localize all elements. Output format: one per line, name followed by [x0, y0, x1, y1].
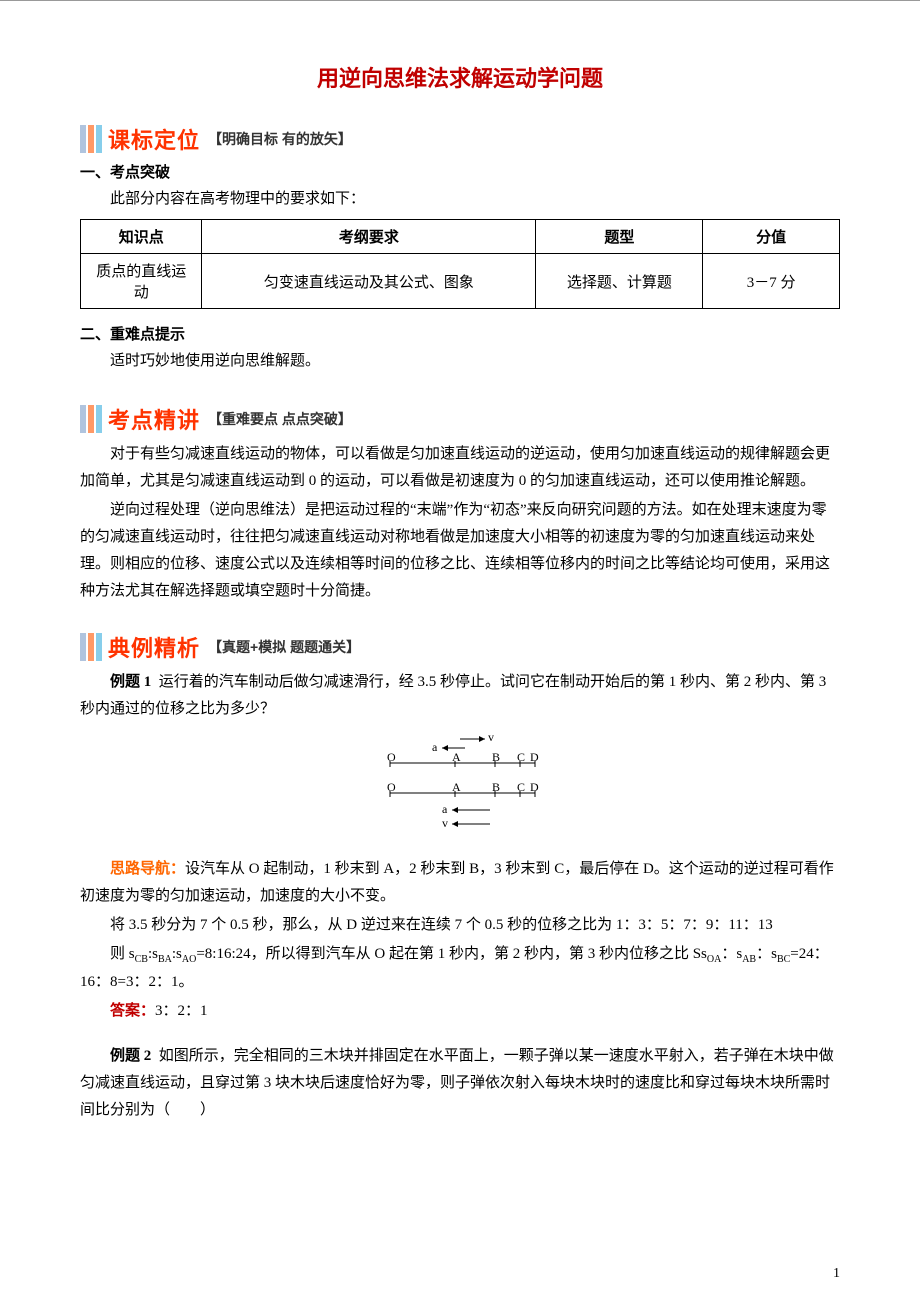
banner-bars-icon — [80, 633, 102, 661]
banner-bars-icon — [80, 125, 102, 153]
svg-text:v: v — [442, 816, 448, 830]
ex1-answer-label: 答案： — [110, 1003, 155, 1019]
diag-a-label: a — [432, 740, 438, 754]
page-title: 用逆向思维法求解运动学问题 — [80, 61, 840, 93]
ex1-p3-body: =8:16:24，所以得到汽车从 O 起在第 1 秒内，第 2 秒内，第 3 秒… — [196, 946, 707, 962]
banner-bars-icon — [80, 405, 102, 433]
banner-orientation-title: 课标定位 — [108, 123, 200, 155]
th-score: 分值 — [703, 220, 840, 254]
ex2-stem-text: 如图所示，完全相同的三木块并排固定在水平面上，一颗子弹以某一速度水平射入，若子弹… — [80, 1048, 834, 1118]
banner-examples-sub: 【真题+模拟 题题通关】 — [208, 637, 360, 657]
banner-orientation: 课标定位 【明确目标 有的放矢】 — [80, 123, 840, 155]
ex1-stem-text: 运行着的汽车制动后做匀减速滑行，经 3.5 秒停止。试问它在制动开始后的第 1 … — [80, 674, 826, 717]
th-req: 考纲要求 — [202, 220, 536, 254]
td-knowledge: 质点的直线运动 — [81, 254, 202, 309]
svg-text:O: O — [387, 780, 396, 794]
ex2-stem: 例题 2 如图所示，完全相同的三木块并排固定在水平面上，一颗子弹以某一速度水平射… — [80, 1043, 840, 1124]
ex1-hint-p3: 则 sCB:sBA:sAO=8:16:24，所以得到汽车从 O 起在第 1 秒内… — [80, 941, 840, 996]
ex1-stem: 例题 1 运行着的汽车制动后做匀减速滑行，经 3.5 秒停止。试问它在制动开始后… — [80, 669, 840, 723]
td-req: 匀变速直线运动及其公式、图象 — [202, 254, 536, 309]
ex1-p3-prefix: 则 s — [110, 946, 135, 962]
ex2-label: 例题 2 — [110, 1048, 151, 1064]
svg-text:A: A — [452, 750, 461, 764]
ex1-hint-label: 思路导航： — [110, 861, 185, 877]
banner-examples: 典例精析 【真题+模拟 题题通关】 — [80, 631, 840, 663]
th-knowledge: 知识点 — [81, 220, 202, 254]
table-header-row: 知识点 考纲要求 题型 分值 — [81, 220, 840, 254]
table-row: 质点的直线运动 匀变速直线运动及其公式、图象 选择题、计算题 3－7 分 — [81, 254, 840, 309]
section-2-line: 适时巧妙地使用逆向思维解题。 — [80, 348, 840, 375]
section-1-heading: 一、考点突破 — [80, 161, 840, 182]
svg-text:a: a — [442, 802, 448, 816]
banner-keypoints-sub: 【重难要点 点点突破】 — [208, 409, 352, 429]
svg-text:B: B — [492, 750, 500, 764]
banner-keypoints: 考点精讲 【重难要点 点点突破】 — [80, 403, 840, 435]
page-number: 1 — [833, 1266, 840, 1282]
spec-table: 知识点 考纲要求 题型 分值 质点的直线运动 匀变速直线运动及其公式、图象 选择… — [80, 219, 840, 309]
td-score: 3－7 分 — [703, 254, 840, 309]
ex1-answer-value: 3：2：1 — [155, 1003, 208, 1019]
svg-text:B: B — [492, 780, 500, 794]
keypoints-p2: 逆向过程处理（逆向思维法）是把运动过程的“末端”作为“初态”来反向研究问题的方法… — [80, 497, 840, 605]
diag-v-label: v — [488, 731, 494, 744]
banner-orientation-sub: 【明确目标 有的放矢】 — [208, 129, 352, 149]
ex1-diagram: v a O A B C D O A B C D a — [80, 731, 840, 846]
ex1-answer: 答案：3：2：1 — [80, 998, 840, 1025]
svg-text:A: A — [452, 780, 461, 794]
section-1-intro: 此部分内容在高考物理中的要求如下： — [80, 186, 840, 213]
td-type: 选择题、计算题 — [536, 254, 703, 309]
ex1-hint-p1: 思路导航：设汽车从 O 起制动，1 秒末到 A，2 秒末到 B，3 秒末到 C，… — [80, 856, 840, 910]
ex1-label: 例题 1 — [110, 674, 151, 690]
ex1-hint-p2: 将 3.5 秒分为 7 个 0.5 秒，那么，从 D 逆过来在连续 7 个 0.… — [80, 912, 840, 939]
section-2-heading: 二、重难点提示 — [80, 323, 840, 344]
banner-examples-title: 典例精析 — [108, 631, 200, 663]
ex1-hint-p1-text: 设汽车从 O 起制动，1 秒末到 A，2 秒末到 B，3 秒末到 C，最后停在 … — [80, 861, 834, 904]
svg-text:O: O — [387, 750, 396, 764]
svg-text:C: C — [517, 750, 525, 764]
banner-keypoints-title: 考点精讲 — [108, 403, 200, 435]
keypoints-p1: 对于有些匀减速直线运动的物体，可以看做是匀加速直线运动的逆运动，使用匀加速直线运… — [80, 441, 840, 495]
th-type: 题型 — [536, 220, 703, 254]
svg-text:C: C — [517, 780, 525, 794]
